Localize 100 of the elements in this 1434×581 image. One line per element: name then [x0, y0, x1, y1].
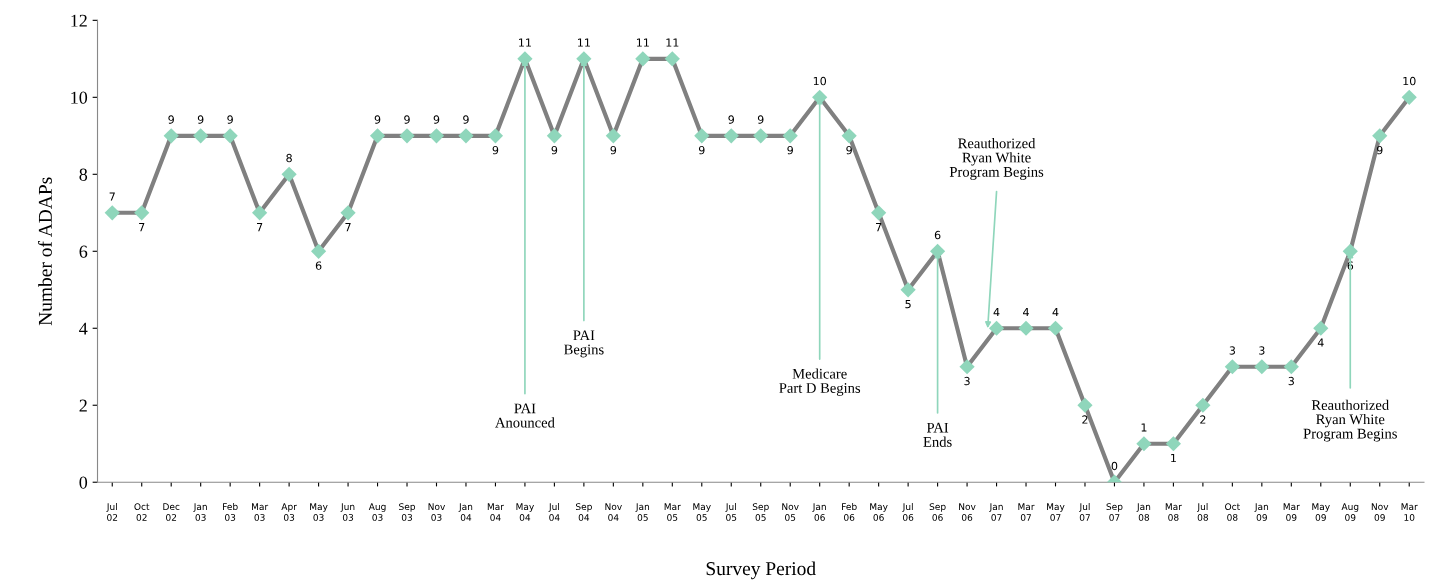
y-tick-label: 10	[71, 91, 88, 104]
x-tick-label: Jul 07	[1079, 503, 1090, 521]
data-label: 7	[109, 192, 115, 201]
data-label: 1	[1141, 423, 1147, 432]
x-tick-label: Aug 09	[1341, 503, 1359, 521]
data-label: 6	[934, 230, 941, 240]
x-tick-label: Jan 03	[193, 503, 207, 521]
x-tick-label: Jun 03	[340, 503, 355, 521]
data-label: 9	[787, 145, 793, 155]
x-tick-label: Nov 04	[605, 503, 622, 521]
x-tick-label: Jan 04	[458, 503, 473, 521]
data-label: 9	[610, 145, 617, 155]
x-tick-label: Oct 08	[1225, 503, 1240, 521]
x-tick-label: Jan 08	[1136, 503, 1151, 521]
data-label: 9	[374, 115, 381, 124]
data-label: 7	[345, 223, 351, 232]
x-tick-label: Jul 05	[725, 503, 737, 521]
x-tick-label: Feb 03	[223, 503, 238, 521]
data-label: 9	[404, 115, 410, 124]
data-label: 6	[315, 261, 322, 270]
x-tick-label: Nov 06	[959, 503, 976, 521]
data-label: 9	[197, 115, 204, 124]
data-label: 2	[1082, 415, 1088, 424]
data-label: 4	[1023, 307, 1029, 317]
x-axis-title: Survey Period	[706, 561, 816, 580]
x-tick-label: May 06	[870, 503, 888, 521]
x-tick-label: Jul 02	[106, 503, 118, 521]
x-tick-label: Dec 02	[163, 503, 180, 521]
x-tick-label: Nov 03	[428, 503, 446, 521]
data-label: 9	[492, 145, 499, 155]
data-label: 11	[636, 38, 649, 47]
x-tick-label: Feb 06	[842, 503, 857, 521]
data-label: 9	[463, 115, 469, 124]
data-label: 3	[1259, 346, 1265, 355]
data-label: 1	[1171, 453, 1176, 463]
annotation: PAI Anounced	[495, 403, 555, 428]
data-label: 10	[813, 76, 827, 86]
x-tick-label: Jul 08	[1196, 503, 1209, 521]
data-label: 9	[433, 115, 440, 124]
x-tick-label: May 05	[693, 503, 711, 521]
data-label: 8	[286, 153, 292, 163]
x-tick-label: Oct 02	[134, 503, 150, 521]
annotation: Medicare Part D Begins	[779, 368, 861, 396]
data-label: 9	[846, 145, 852, 155]
x-tick-label: Aug 03	[368, 503, 386, 521]
data-label: 5	[905, 300, 911, 309]
annotation: PAI Ends	[923, 422, 952, 447]
x-tick-label: Jan 05	[635, 503, 650, 521]
x-tick-label: May 09	[1312, 503, 1330, 521]
y-axis-title: Number of ADAPs	[38, 177, 52, 326]
data-label: 7	[876, 223, 882, 232]
data-label: 7	[257, 223, 263, 232]
data-label: 9	[757, 115, 764, 124]
annotation: Reauthorized Ryan White Program Begins	[1303, 399, 1397, 442]
x-tick-label: Mar 05	[664, 503, 681, 521]
x-tick-label: Jul 06	[902, 503, 914, 521]
data-label: 9	[168, 115, 174, 124]
y-tick-label: 4	[79, 322, 88, 335]
x-tick-label: Sep 05	[752, 503, 769, 521]
y-tick-label: 8	[79, 168, 88, 181]
x-tick-label: Jan 09	[1254, 503, 1269, 521]
y-tick-label: 6	[79, 245, 88, 258]
x-tick-label: Mar 09	[1283, 503, 1300, 521]
data-label: 9	[728, 115, 735, 124]
data-label: 11	[666, 38, 679, 47]
data-label: 9	[551, 145, 558, 155]
data-label: 11	[578, 38, 590, 47]
y-tick-label: 0	[79, 476, 88, 489]
x-tick-label: Mar 07	[1018, 503, 1035, 521]
x-tick-label: May 03	[310, 503, 328, 521]
x-tick-label: Nov 09	[1371, 503, 1389, 521]
x-tick-label: Jul 04	[548, 503, 560, 521]
data-label: 3	[964, 376, 970, 386]
x-tick-label: Sep 04	[575, 503, 592, 521]
x-tick-label: Sep 07	[1106, 503, 1123, 521]
data-label: 2	[1200, 415, 1206, 424]
x-tick-label: Sep 03	[399, 503, 416, 521]
y-tick-label: 12	[71, 14, 87, 27]
annotation: Reauthorized Ryan White Program Begins	[949, 138, 1044, 180]
data-label: 10	[1403, 76, 1416, 86]
data-label: 4	[993, 307, 1000, 317]
x-tick-label: Mar 03	[252, 503, 269, 521]
x-tick-label: Nov 05	[782, 503, 799, 521]
data-label: 4	[1317, 338, 1324, 347]
x-tick-label: May 04	[516, 503, 534, 521]
annotation: PAI Begins	[564, 330, 604, 358]
x-tick-label: Mar 10	[1401, 503, 1418, 521]
x-tick-label: May 07	[1047, 503, 1065, 521]
data-label: 3	[1229, 346, 1236, 355]
data-label: 3	[1288, 376, 1294, 386]
data-label: 9	[227, 115, 233, 124]
x-tick-label: Jan 07	[989, 503, 1003, 521]
data-label: 11	[519, 38, 531, 47]
x-tick-label: Mar 08	[1165, 503, 1182, 521]
data-label: 4	[1052, 307, 1059, 317]
x-tick-label: Sep 06	[929, 503, 946, 521]
x-tick-label: Mar 04	[487, 503, 504, 521]
data-label: 7	[139, 223, 145, 232]
data-label: 0	[1111, 461, 1118, 471]
data-label: 9	[698, 145, 705, 155]
